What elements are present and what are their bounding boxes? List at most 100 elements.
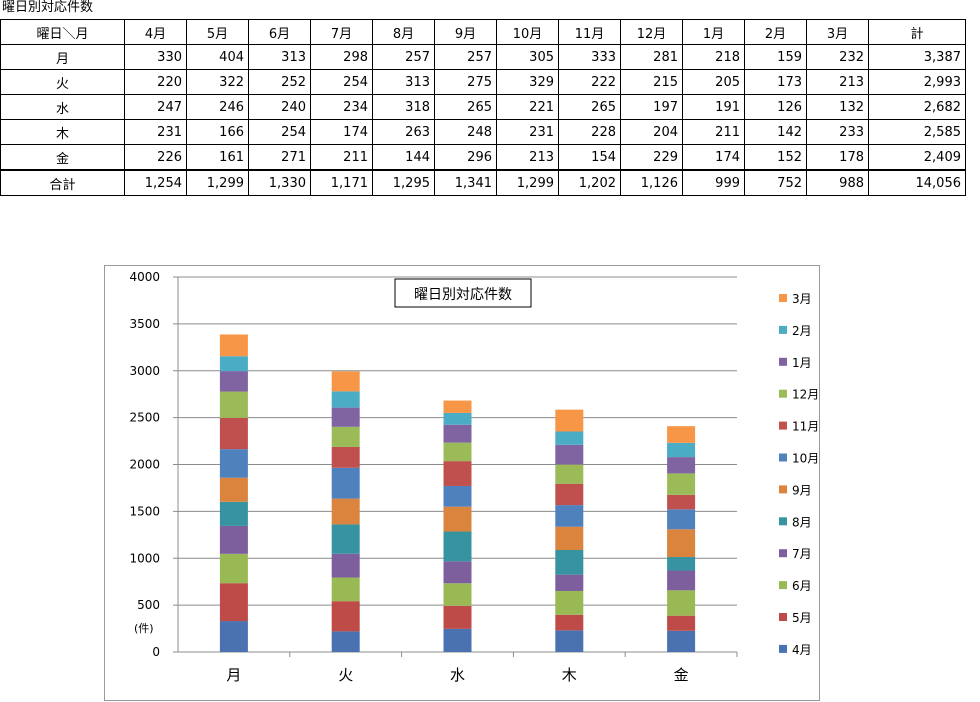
bar-segment-木-5月 (555, 614, 584, 631)
column-header: 12月 (620, 19, 683, 45)
table-cell: 257 (434, 44, 497, 70)
bar-segment-火-5月 (331, 601, 360, 632)
y-tick-label: 2000 (129, 458, 160, 472)
legend-swatch-7月 (779, 549, 787, 558)
table-cell: 173 (744, 69, 807, 95)
bar-segment-金-11月 (667, 494, 696, 510)
bar-segment-火-10月 (331, 467, 360, 499)
column-header: 2月 (744, 19, 807, 45)
row-total-cell: 2,585 (868, 119, 966, 145)
table-cell: 329 (496, 69, 559, 95)
bar-segment-木-2月 (555, 431, 584, 445)
bar-segment-金-7月 (667, 570, 696, 591)
bar-segment-月-12月 (219, 391, 248, 418)
bar-segment-火-6月 (331, 577, 360, 602)
table-cell: 1,341 (434, 169, 497, 196)
table-cell: 333 (558, 44, 621, 70)
x-tick-label: 水 (450, 666, 465, 684)
y-tick-label: 3000 (129, 364, 160, 378)
bar-segment-金-12月 (667, 473, 696, 495)
table-cell: 275 (434, 69, 497, 95)
table-cell: 197 (620, 94, 683, 120)
legend-label: 2月 (792, 324, 812, 338)
bar-segment-木-11月 (555, 483, 584, 506)
legend-swatch-2月 (779, 325, 787, 334)
y-tick-label: 4000 (129, 270, 160, 284)
table-cell: 248 (434, 119, 497, 145)
row-total-cell: 2,409 (868, 144, 966, 171)
bar-segment-水-8月 (443, 531, 472, 562)
legend-swatch-5月 (779, 613, 787, 621)
table-cell: 234 (310, 94, 373, 120)
table-cell: 144 (372, 144, 435, 171)
bar-segment-火-1月 (331, 407, 360, 427)
column-header: 11月 (558, 19, 621, 45)
table-cell: 1,295 (372, 169, 435, 196)
table-cell: 126 (744, 94, 807, 120)
bar-segment-金-10月 (667, 509, 696, 530)
row-label: 水 (0, 94, 125, 120)
table-corner-header: 曜日＼月 (0, 19, 125, 45)
legend-label: 5月 (792, 611, 812, 625)
table-cell: 174 (682, 144, 745, 171)
table-row: 木 231 166 254 174 263 248 231 228 204 211 142 233 2,5… (0, 119, 966, 145)
x-tick-label: 月 (226, 666, 241, 684)
bar-segment-月-6月 (219, 553, 248, 584)
bar-segment-火-9月 (331, 498, 360, 525)
legend-label: 6月 (792, 579, 812, 593)
column-header: 4月 (124, 19, 187, 45)
table-cell: 233 (806, 119, 869, 145)
bar-segment-金-3月 (667, 426, 696, 443)
legend-label: 1月 (792, 356, 812, 370)
total-row: 合計 1,254 1,299 1,330 1,171 1,295 1,341 1,299 1,2… (0, 169, 966, 196)
table-cell: 296 (434, 144, 497, 171)
column-header: 3月 (806, 19, 869, 45)
legend-swatch-4月 (779, 644, 787, 653)
table-cell: 265 (558, 94, 621, 120)
column-header-total: 計 (868, 19, 966, 45)
bar-segment-木-6月 (555, 590, 584, 615)
bar-segment-水-12月 (443, 442, 472, 462)
x-tick-label: 金 (674, 666, 689, 684)
bar-segment-水-5月 (443, 605, 472, 629)
bar-segment-水-4月 (443, 628, 472, 652)
x-tick-label: 木 (562, 666, 577, 684)
chart-title: 曜日別対応件数 (414, 287, 512, 303)
table-cell: 263 (372, 119, 435, 145)
bar-segment-月-7月 (219, 525, 248, 554)
data-table: 曜日＼月 4月 5月 6月 7月 8月 9月 10月 11月 12月 1月 2月… (0, 19, 966, 196)
bar-segment-金-9月 (667, 529, 696, 558)
table-cell: 305 (496, 44, 559, 70)
table-cell: 988 (806, 169, 869, 196)
legend-swatch-6月 (779, 581, 787, 590)
table-cell: 232 (806, 44, 869, 70)
bar-segment-木-10月 (555, 505, 584, 527)
table-cell: 222 (558, 69, 621, 95)
table-cell: 298 (310, 44, 373, 70)
table-cell: 330 (124, 44, 187, 70)
column-header: 10月 (496, 19, 559, 45)
row-label: 月 (0, 44, 125, 70)
table-cell: 404 (186, 44, 249, 70)
table-cell: 218 (682, 44, 745, 70)
y-tick-label: 2500 (129, 411, 160, 425)
y-tick-label: 1500 (129, 504, 160, 518)
table-cell: 191 (682, 94, 745, 120)
table-cell: 220 (124, 69, 187, 95)
table-cell: 159 (744, 44, 807, 70)
bar-segment-水-10月 (443, 485, 472, 507)
bar-segment-月-11月 (219, 417, 248, 450)
table-cell: 211 (310, 144, 373, 171)
row-label: 木 (0, 119, 125, 145)
legend-swatch-1月 (779, 357, 787, 366)
y-tick-label: 500 (137, 598, 160, 612)
bar-segment-水-11月 (443, 461, 472, 486)
table-cell: 178 (806, 144, 869, 171)
table-cell: 252 (248, 69, 311, 95)
table-cell: 1,126 (620, 169, 683, 196)
table-cell: 211 (682, 119, 745, 145)
bar-segment-木-8月 (555, 550, 584, 575)
row-total-cell: 2,682 (868, 94, 966, 120)
table-cell: 161 (186, 144, 249, 171)
y-unit-label: (件) (134, 622, 154, 635)
